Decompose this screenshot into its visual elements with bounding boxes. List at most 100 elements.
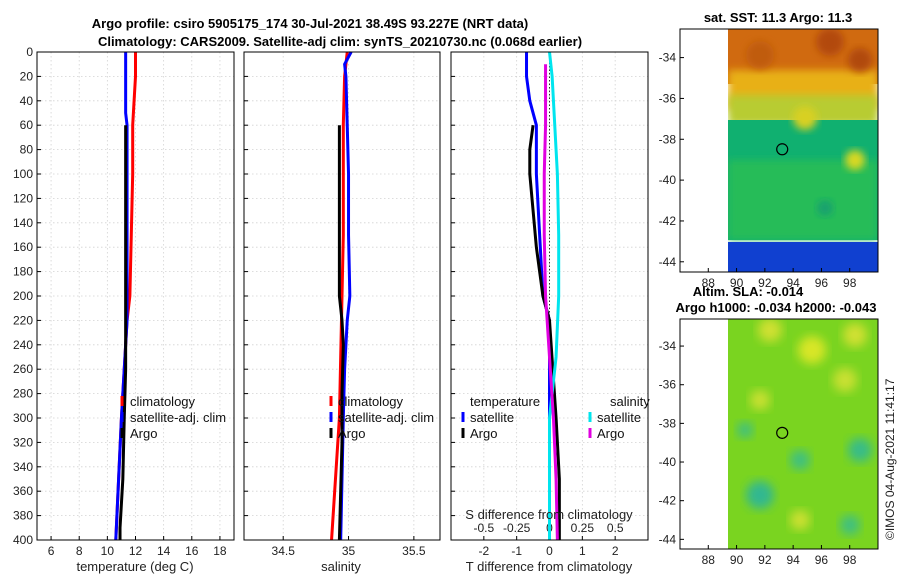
sla-teal-spot <box>848 438 872 462</box>
map-x-tick-label: 92 <box>758 553 772 567</box>
y-tick-label: 20 <box>20 69 34 83</box>
map-x-tick-label: 90 <box>730 553 744 567</box>
map-y-tick-label: -38 <box>659 132 677 146</box>
series-line-salinity-argo <box>542 64 559 541</box>
x-tick-label: 0 <box>546 544 553 558</box>
x-top-tick-label: 0.25 <box>571 521 595 535</box>
y-tick-label: 280 <box>13 387 33 401</box>
x-tick-label: 8 <box>76 544 83 558</box>
sla-yellow-spot <box>833 368 857 392</box>
series-line-climatology <box>330 51 349 541</box>
argo-position-marker <box>776 143 789 156</box>
legend-header-temperature: temperature <box>470 394 540 409</box>
legend-label-climatology: climatology <box>130 394 196 409</box>
y-tick-label: 140 <box>13 216 33 230</box>
sst-yellow-spot <box>845 150 865 170</box>
temperature-legend: climatology satellite-adj. clim Argo <box>120 394 226 441</box>
x-tick-label: 12 <box>129 544 143 558</box>
x-tick-label: 1 <box>579 544 586 558</box>
x-tick-label: 35.5 <box>402 544 426 558</box>
sla-teal-spot <box>746 481 774 509</box>
map-y-tick-label: -34 <box>659 51 677 65</box>
map-y-tick-label: -34 <box>659 339 677 353</box>
sst-teal-spot <box>817 200 833 216</box>
y-tick-label: 40 <box>20 94 34 108</box>
y-tick-label: 200 <box>13 289 33 303</box>
difference-top-xlabel: S difference from climatology <box>465 507 633 522</box>
map-x-tick-label: 90 <box>730 276 744 290</box>
difference-panel: -2 -1 0 1 2-0.5 -0.25 0 0.25 0.5 <box>450 51 649 558</box>
map-x-tick-label: 94 <box>786 553 800 567</box>
sla-map: 88 90 92 94 96 98 -34 -36 -38 -40 -42 -44 <box>659 318 879 567</box>
x-top-tick-label: -0.25 <box>503 521 531 535</box>
sla-map-frame <box>679 318 879 550</box>
legend-label-temp-argo: Argo <box>470 426 497 441</box>
series-line-temperature-argo <box>528 125 561 540</box>
temperature-xlabel: temperature (deg C) <box>76 559 193 574</box>
x-tick-label: -1 <box>511 544 522 558</box>
y-tick-label: 0 <box>26 45 33 59</box>
map-y-tick-label: -42 <box>659 494 677 508</box>
sla-yellow-spot <box>798 336 826 364</box>
map-x-tick-label: 96 <box>815 553 829 567</box>
legend-label-argo: Argo <box>338 426 365 441</box>
sla-yellow-spot <box>843 323 867 347</box>
map-x-tick-label: 98 <box>843 276 857 290</box>
x-tick-label: 16 <box>185 544 199 558</box>
salinity-xlabel: salinity <box>321 559 361 574</box>
legend-label-argo: Argo <box>130 426 157 441</box>
legend-label-climatology: climatology <box>338 394 404 409</box>
plot-frame <box>243 51 441 541</box>
x-tick-label: 14 <box>157 544 171 558</box>
y-tick-label: 180 <box>13 265 33 279</box>
x-tick-label: 2 <box>612 544 619 558</box>
map-y-tick-label: -40 <box>659 455 677 469</box>
sst-warm-spot <box>816 29 844 56</box>
sla-yellow-spot <box>790 510 810 530</box>
sst-band-blue <box>728 242 878 272</box>
x-top-tick-label: -0.5 <box>473 521 494 535</box>
salinity-panel: 34.5 35 35.5 <box>243 51 441 558</box>
sla-teal-spot <box>790 450 810 470</box>
x-top-tick-label: 0.5 <box>607 521 624 535</box>
difference-xlabel: T difference from climatology <box>466 559 633 574</box>
map-x-tick-label: 92 <box>758 276 772 290</box>
y-tick-label: 380 <box>13 509 33 523</box>
argo-position-marker <box>776 426 789 439</box>
map-x-tick-label: 88 <box>702 553 716 567</box>
series-line-temperature-satellite <box>525 52 551 540</box>
y-tick-label: 120 <box>13 191 33 205</box>
x-tick-label: 6 <box>48 544 55 558</box>
salinity-legend: climatology satellite-adj. clim Argo <box>329 394 434 441</box>
map-y-tick-label: -40 <box>659 173 677 187</box>
map-x-tick-label: 98 <box>843 553 857 567</box>
y-tick-label: 340 <box>13 460 33 474</box>
legend-label-temp-satellite: satellite <box>470 410 514 425</box>
x-tick-label: -2 <box>478 544 489 558</box>
map-y-tick-label: -36 <box>659 91 677 105</box>
x-tick-label: 35 <box>342 544 356 558</box>
legend-header-salinity: salinity <box>610 394 650 409</box>
map-y-tick-label: -42 <box>659 214 677 228</box>
y-tick-label: 300 <box>13 411 33 425</box>
legend-label-sal-satellite: satellite <box>597 410 641 425</box>
series-line-argo <box>118 125 128 540</box>
sla-yellow-spot <box>750 390 770 410</box>
sst-band-lightgreen <box>728 160 878 240</box>
legend-label-satellite-adj: satellite-adj. clim <box>130 410 226 425</box>
map-x-tick-label: 94 <box>786 276 800 290</box>
plot-frame <box>36 51 235 541</box>
sla-teal-spot <box>840 515 860 535</box>
legend-label-sal-argo: Argo <box>597 426 624 441</box>
series-line-argo <box>337 125 345 541</box>
sla-map-title: Altim. SLA: -0.014 <box>693 284 804 299</box>
temperature-panel: 0 20 40 60 80 100 120 140 160 180 200 220 240 260 280 3… <box>13 45 235 558</box>
sst-map-frame <box>679 28 879 273</box>
y-tick-label: 100 <box>13 167 33 181</box>
sst-map-title: sat. SST: 11.3 Argo: 11.3 <box>704 10 852 25</box>
legend-label-satellite-adj: satellite-adj. clim <box>338 410 434 425</box>
map-y-tick-label: -44 <box>659 255 677 269</box>
y-tick-label: 240 <box>13 338 33 352</box>
sst-warm-spot <box>746 41 774 69</box>
